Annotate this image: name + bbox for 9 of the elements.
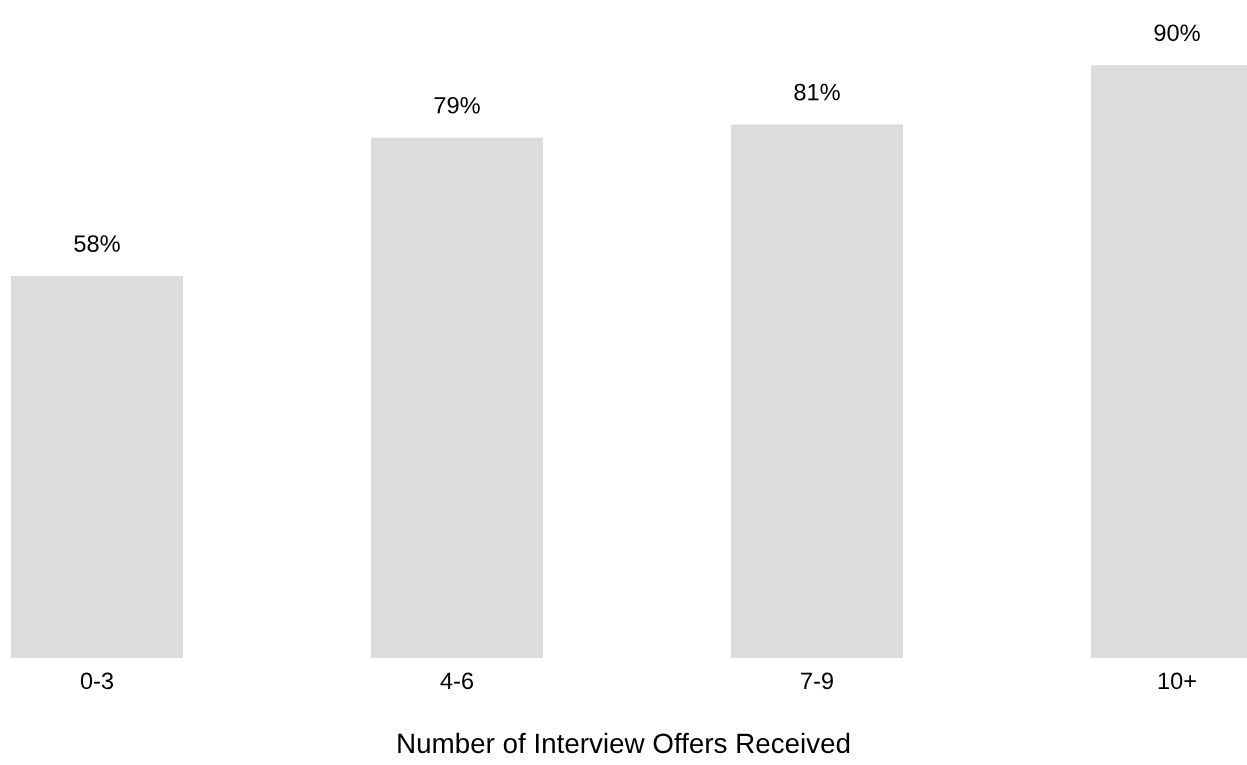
data-label: 90%: [1154, 24, 1200, 42]
x-axis-title: Number of Interview Offers Received: [398, 732, 850, 754]
x-tick-label: 7-9: [801, 672, 833, 690]
x-tick-label: 4-6: [440, 672, 474, 690]
data-label: 81%: [794, 83, 840, 101]
data-label: 79%: [434, 96, 480, 114]
x-tick-label: 0-3: [80, 672, 114, 690]
data-label: 58%: [74, 235, 120, 252]
x-tick-label: 10+: [1158, 672, 1196, 690]
